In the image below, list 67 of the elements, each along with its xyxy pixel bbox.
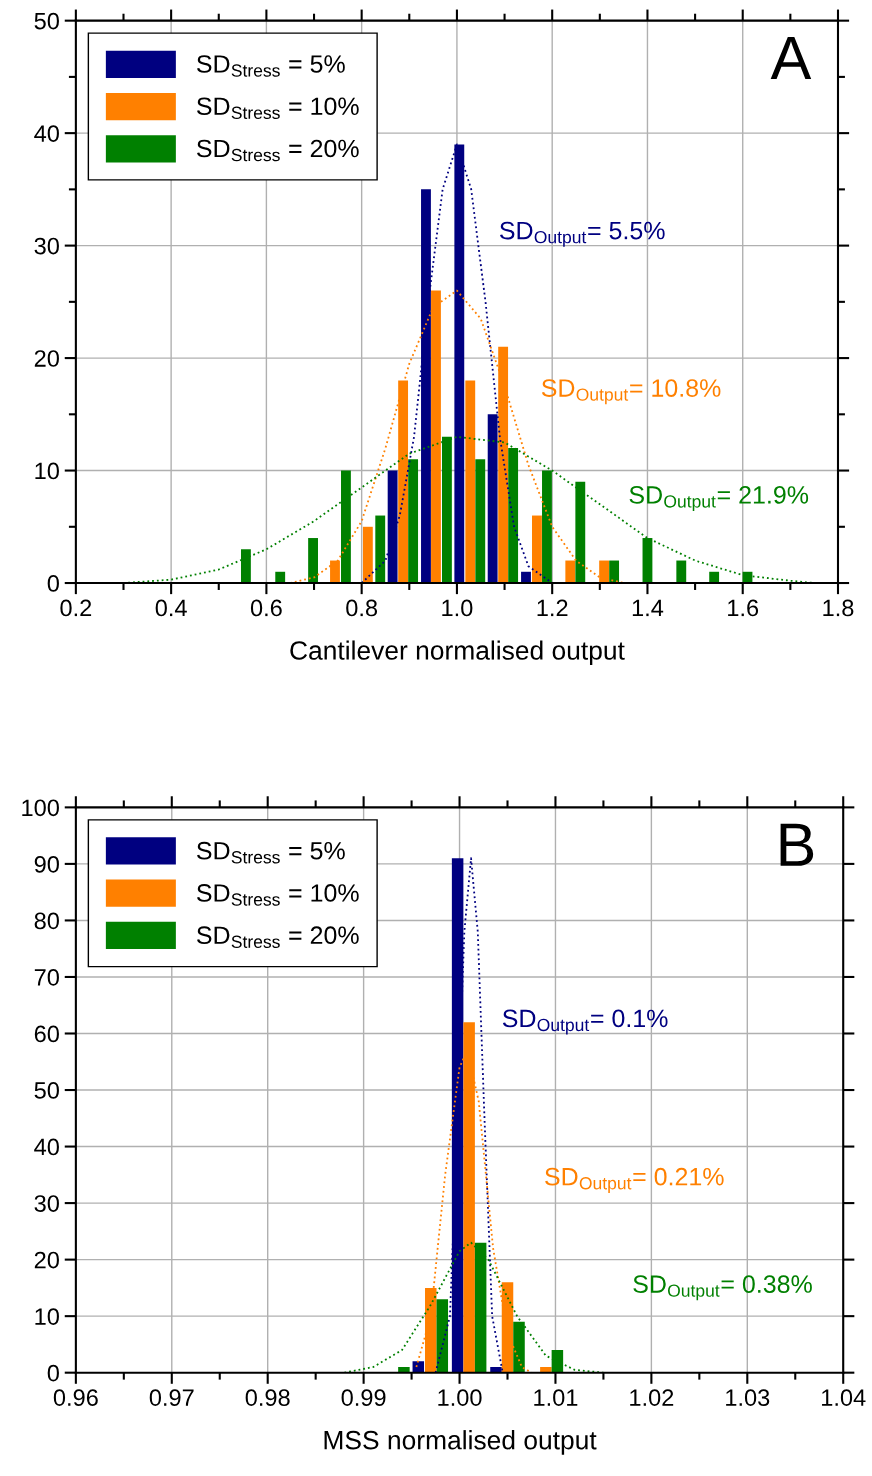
x-tick-label: 0.97 xyxy=(149,1389,194,1406)
x-axis-title: MSS normalised output xyxy=(324,1430,597,1455)
annotation: SD$_{Output}$= 0.21% xyxy=(545,1167,724,1193)
x-tick-label: 1.6 xyxy=(728,599,759,617)
bar xyxy=(532,515,542,584)
y-tick-label: 0 xyxy=(47,1364,59,1382)
legend-label: SD$_{Stress}$ = 20% xyxy=(197,926,359,948)
bar xyxy=(408,459,419,584)
y-tick-label: 40 xyxy=(34,1138,59,1156)
x-tick-label: 1.2 xyxy=(537,599,568,617)
y-tick-label: 60 xyxy=(34,1025,59,1043)
annotation: SD$_{Output}$= 0.1% xyxy=(502,1009,668,1035)
annotation: SD$_{Output}$= 10.8% xyxy=(541,379,721,405)
y-tick-label: 50 xyxy=(34,12,59,30)
x-tick-label: 0.6 xyxy=(250,599,282,617)
legend-label: SD$_{Stress}$ = 5% xyxy=(197,841,345,864)
x-tick-label: 1.02 xyxy=(630,1389,674,1406)
chart-title: B xyxy=(780,823,814,866)
x-tick-label: 0.4 xyxy=(155,599,187,617)
y-tick-label: 90 xyxy=(34,855,59,873)
x-tick-label: 1.0 xyxy=(442,599,473,617)
annotation: SD$_{Output}$= 5.5% xyxy=(499,221,665,247)
bar xyxy=(275,571,286,584)
y-tick-label: 40 xyxy=(34,125,59,142)
bar xyxy=(375,515,386,584)
x-tick-label: 1.04 xyxy=(822,1389,866,1406)
x-axis-title: Cantilever normalised output xyxy=(290,640,625,666)
y-tick-label: 50 xyxy=(34,1082,59,1099)
annotation: SD$_{Output}$= 21.9% xyxy=(629,486,809,512)
x-tick-label: 1.00 xyxy=(438,1389,482,1406)
y-tick-label: 30 xyxy=(34,237,59,255)
chart-title: A xyxy=(770,36,812,80)
legend-label: SD$_{Stress}$ = 10% xyxy=(197,884,359,906)
legend-label: SD$_{Stress}$ = 5% xyxy=(197,55,345,77)
legend-label: SD$_{Stress}$ = 20% xyxy=(197,139,359,162)
y-tick-label: 100 xyxy=(22,799,59,817)
x-tick-label: 1.8 xyxy=(823,599,854,617)
y-tick-label: 10 xyxy=(35,1308,59,1325)
y-tick-label: 30 xyxy=(34,1195,59,1212)
bar xyxy=(308,538,319,584)
annotation: SD$_{Output}$= 0.38% xyxy=(633,1275,812,1301)
y-tick-label: 20 xyxy=(34,350,59,367)
x-tick-label: 0.8 xyxy=(346,599,378,617)
x-tick-label: 1.01 xyxy=(534,1389,578,1406)
y-tick-label: 10 xyxy=(35,462,59,480)
x-tick-label: 0.2 xyxy=(60,599,92,617)
line-series xyxy=(434,857,504,1373)
x-tick-label: 1.4 xyxy=(632,599,664,617)
bar xyxy=(362,526,373,584)
bar xyxy=(609,560,620,584)
bar xyxy=(709,571,720,584)
x-tick-label: 0.96 xyxy=(53,1389,98,1406)
y-tick-label: 20 xyxy=(34,1251,59,1269)
bar xyxy=(465,380,476,584)
legend-label: SD$_{Stress}$ = 10% xyxy=(197,97,359,120)
x-tick-label: 0.98 xyxy=(245,1389,290,1406)
y-tick-label: 70 xyxy=(34,969,59,986)
x-tick-label: 1.03 xyxy=(726,1389,770,1406)
bar xyxy=(436,1299,449,1373)
bar xyxy=(521,571,531,584)
y-tick-label: 80 xyxy=(34,912,59,930)
bar xyxy=(540,1367,552,1373)
x-tick-label: 0.99 xyxy=(341,1389,386,1406)
y-tick-label: 0 xyxy=(47,575,59,592)
bar xyxy=(475,459,486,584)
bar xyxy=(676,560,687,584)
bar xyxy=(398,1367,410,1373)
